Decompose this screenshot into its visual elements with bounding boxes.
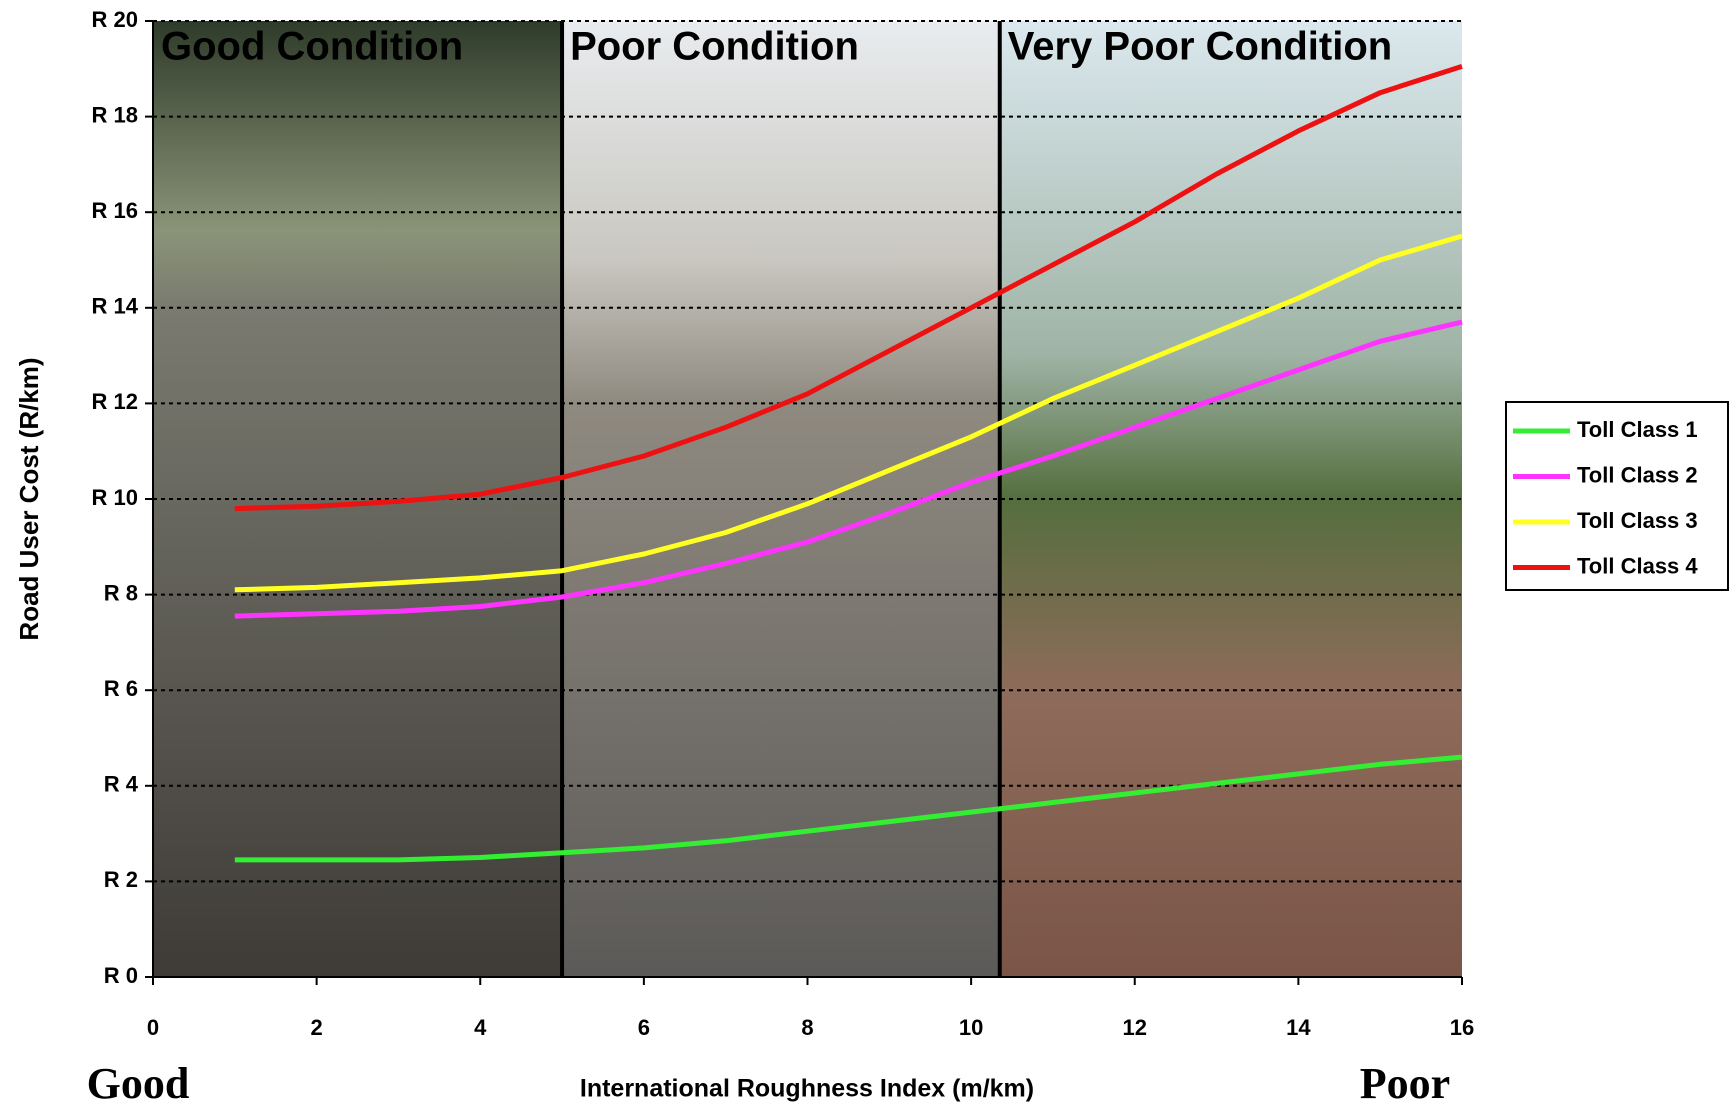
chart: Road User Cost (R/km) International Roug…	[0, 0, 1734, 1116]
legend-label: Toll Class 1	[1577, 417, 1698, 442]
region-label: Very Poor Condition	[1008, 25, 1392, 69]
x-tick-label: 2	[311, 1015, 323, 1040]
y-tick-label: R 4	[104, 772, 139, 797]
y-tick-label: R 6	[104, 676, 138, 701]
x-tick-label: 16	[1450, 1015, 1474, 1040]
legend-label: Toll Class 3	[1577, 508, 1698, 533]
y-tick-label: R 2	[104, 867, 138, 892]
region-label: Good Condition	[161, 25, 463, 69]
x-tick-label: 10	[959, 1015, 983, 1040]
y-tick-label: R 16	[92, 198, 138, 223]
x-tick-label: 12	[1123, 1015, 1147, 1040]
y-tick-label: R 14	[92, 294, 139, 319]
y-tick-label: R 12	[92, 389, 138, 414]
y-tick-label: R 18	[92, 102, 138, 127]
x-tick-label: 8	[801, 1015, 813, 1040]
x-axis-title: International Roughness Index (m/km)	[580, 1075, 1034, 1103]
legend-label: Toll Class 2	[1577, 462, 1698, 487]
x-tick-label: 6	[638, 1015, 650, 1040]
poor-label: Poor	[1360, 1059, 1450, 1108]
y-axis-title: Road User Cost (R/km)	[14, 357, 44, 640]
legend-label: Toll Class 4	[1577, 553, 1698, 578]
y-tick-label: R 8	[104, 580, 138, 605]
y-tick-label: R 20	[92, 7, 138, 32]
y-tick-label: R 10	[92, 485, 138, 510]
x-tick-label: 4	[474, 1015, 487, 1040]
x-tick-label: 14	[1286, 1015, 1311, 1040]
region-label: Poor Condition	[570, 25, 859, 69]
y-tick-label: R 0	[104, 963, 138, 988]
good-label: Good	[87, 1059, 190, 1108]
x-tick-label: 0	[147, 1015, 159, 1040]
